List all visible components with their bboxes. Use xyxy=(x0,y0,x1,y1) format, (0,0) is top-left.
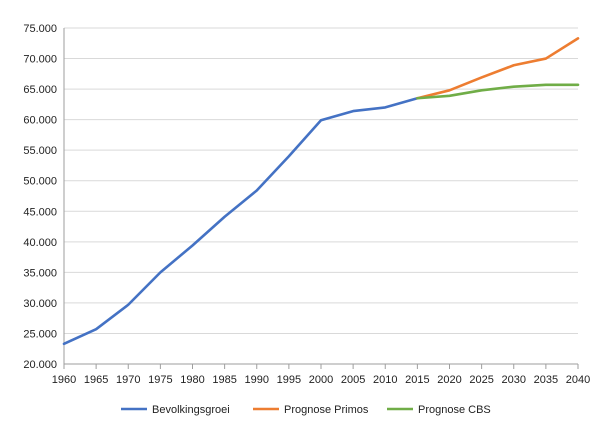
x-tick-label: 2020 xyxy=(437,374,461,386)
legend-label: Prognose Primos xyxy=(284,404,369,416)
y-tick-label: 60.000 xyxy=(23,115,57,127)
x-tick-label: 2000 xyxy=(309,374,333,386)
y-tick-label: 35.000 xyxy=(23,267,57,279)
legend-item: Prognose CBS xyxy=(387,404,491,416)
x-axis-tick-labels: 1960 1965 1970 1975 1980 1985 1990 1995 2000 2005… xyxy=(52,374,590,386)
series-line-prognose-cbs xyxy=(416,83,580,100)
x-tick-label: 1985 xyxy=(212,374,236,386)
x-tick-label: 1990 xyxy=(245,374,269,386)
x-tick-label: 1960 xyxy=(52,374,76,386)
series-line-bevolkingsgroei xyxy=(62,96,419,346)
y-tick-label: 45.000 xyxy=(23,206,57,218)
series-lines xyxy=(62,37,580,346)
x-tick-label: 1965 xyxy=(84,374,108,386)
x-tick-label: 2030 xyxy=(502,374,526,386)
y-tick-label: 40.000 xyxy=(23,237,57,249)
x-tick-label: 2010 xyxy=(373,374,397,386)
y-tick-label: 65.000 xyxy=(23,84,57,96)
y-tick-label: 70.000 xyxy=(23,54,57,66)
series-line-prognose-primos xyxy=(416,37,580,100)
x-tick-label: 2035 xyxy=(534,374,558,386)
y-tick-label: 20.000 xyxy=(23,359,57,371)
x-tick-label: 2040 xyxy=(566,374,590,386)
x-tick-label: 1995 xyxy=(277,374,301,386)
x-tick-label: 1975 xyxy=(148,374,172,386)
x-tick-label: 1980 xyxy=(180,374,204,386)
y-tick-label: 55.000 xyxy=(23,145,57,157)
gridlines xyxy=(64,27,578,334)
y-tick-label: 30.000 xyxy=(23,298,57,310)
legend-item: Prognose Primos xyxy=(253,404,369,416)
y-tick-label: 75.000 xyxy=(23,23,57,35)
x-tick-label: 2025 xyxy=(469,374,493,386)
x-tick-label: 2015 xyxy=(405,374,429,386)
y-axis-tick-labels: 20.000 25.000 30.000 35.000 40.000 45.000 50.0… xyxy=(23,23,57,371)
legend-label: Bevolkingsgroei xyxy=(152,404,230,416)
y-tick-label: 25.000 xyxy=(23,328,57,340)
x-tick-label: 1970 xyxy=(116,374,140,386)
legend-label: Prognose CBS xyxy=(418,404,491,416)
x-tick-label: 2005 xyxy=(341,374,365,386)
axes xyxy=(63,28,579,369)
legend-item: Bevolkingsgroei xyxy=(121,404,230,416)
y-tick-label: 50.000 xyxy=(23,176,57,188)
legend: Bevolkingsgroei Prognose Primos Prognose C… xyxy=(121,404,491,416)
